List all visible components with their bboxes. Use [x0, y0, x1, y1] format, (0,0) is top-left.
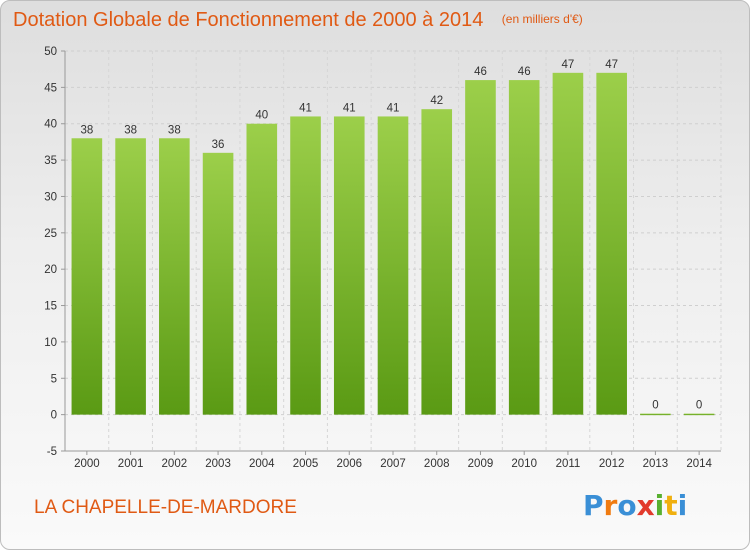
- bar: [290, 116, 321, 415]
- x-tick-label: 2004: [249, 458, 275, 470]
- y-tick-label: 40: [44, 119, 57, 131]
- y-tick-label: -5: [47, 446, 57, 458]
- y-tick-label: 10: [44, 337, 57, 349]
- logo-letter: P: [583, 489, 604, 522]
- x-tick-label: 2014: [686, 458, 712, 470]
- y-tick-label: 20: [44, 264, 57, 276]
- bar: [246, 123, 278, 415]
- y-tick-label: 15: [44, 301, 57, 313]
- x-tick-label: 2008: [424, 458, 450, 470]
- bar: [552, 72, 584, 415]
- bar-value-label: 47: [562, 59, 575, 71]
- bar: [115, 138, 146, 415]
- y-tick-label: 25: [44, 228, 57, 240]
- y-tick-label: 45: [44, 82, 57, 94]
- x-tick-label: 2005: [293, 458, 319, 470]
- logo-letter: i: [677, 489, 688, 522]
- bar: [71, 138, 103, 415]
- bar-value-label: 42: [430, 95, 443, 107]
- bar-value-label: 40: [255, 110, 268, 122]
- x-tick-label: 2003: [205, 458, 231, 470]
- logo-letter: o: [617, 489, 637, 522]
- bar-value-label: 38: [124, 124, 137, 136]
- chart-unit: (en milliers d'€): [501, 12, 583, 26]
- x-tick-label: 2000: [74, 458, 100, 470]
- x-tick-label: 2009: [468, 458, 494, 470]
- logo-letter: x: [636, 489, 655, 522]
- chart-title: Dotation Globale de Fonctionnement de 20…: [13, 9, 484, 31]
- bar: [640, 413, 671, 416]
- y-tick-label: 50: [44, 46, 57, 58]
- x-tick-label: 2010: [511, 458, 537, 470]
- bar-value-label: 47: [605, 59, 618, 71]
- bar-value-label: 46: [474, 66, 487, 78]
- logo-letter: t: [664, 489, 678, 522]
- bar: [596, 72, 627, 415]
- logo-letter: i: [654, 489, 665, 522]
- bar: [159, 138, 190, 415]
- bar-value-label: 46: [518, 66, 531, 78]
- logo-letter: r: [603, 489, 618, 522]
- proxiti-logo: Proxiti: [583, 489, 687, 522]
- x-tick-label: 2007: [380, 458, 406, 470]
- y-tick-label: 30: [44, 191, 57, 203]
- y-tick-label: 5: [51, 373, 57, 385]
- bar-value-label: 36: [212, 139, 225, 151]
- x-tick-label: 2006: [336, 458, 362, 470]
- bar-value-label: 38: [168, 124, 181, 136]
- x-tick-label: 2012: [599, 458, 625, 470]
- chart-title-row: Dotation Globale de Fonctionnement de 20…: [13, 9, 583, 32]
- y-tick-label: 0: [51, 410, 57, 422]
- bar-value-label: 0: [652, 400, 658, 412]
- commune-name: LA CHAPELLE-DE-MARDORE: [34, 497, 297, 518]
- bar-value-label: 0: [696, 400, 702, 412]
- x-tick-label: 2001: [118, 458, 144, 470]
- x-tick-label: 2013: [643, 458, 669, 470]
- bar: [508, 80, 540, 415]
- bar-value-label: 38: [80, 124, 93, 136]
- y-tick-label: 35: [44, 155, 57, 167]
- bar-value-label: 41: [387, 102, 400, 114]
- bar: [465, 80, 496, 415]
- bar: [333, 116, 365, 415]
- x-tick-label: 2011: [556, 458, 581, 470]
- bar-value-label: 41: [343, 102, 356, 114]
- bar: [377, 116, 409, 415]
- bar: [683, 413, 715, 416]
- bar: [421, 109, 453, 415]
- x-tick-label: 2002: [162, 458, 188, 470]
- bar-value-label: 41: [299, 102, 312, 114]
- bar: [202, 152, 234, 415]
